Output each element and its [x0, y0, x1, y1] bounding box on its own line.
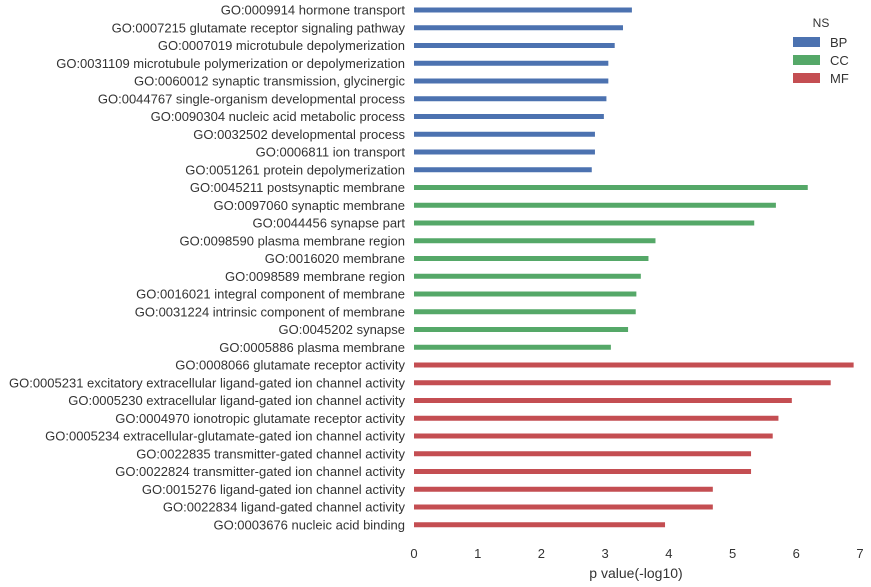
category-label: GO:0005230 extracellular ligand-gated io…	[68, 393, 405, 408]
category-label: GO:0005234 extracellular-glutamate-gated…	[45, 429, 405, 444]
bar-cc-12	[414, 220, 755, 226]
x-tick-label: 4	[665, 546, 672, 561]
x-tick-label: 6	[793, 546, 800, 561]
category-label: GO:0015276 ligand-gated ion channel acti…	[142, 482, 406, 497]
bar-mf-29	[414, 522, 666, 528]
category-label: GO:0016020 membrane	[265, 251, 405, 266]
category-label: GO:0097060 synaptic membrane	[214, 198, 406, 213]
bar-bp-7	[414, 131, 595, 137]
category-label: GO:0031109 microtubule polymerization or…	[56, 56, 405, 71]
bar-cc-10	[414, 185, 808, 190]
bar-bp-3	[414, 60, 609, 66]
x-axis-title: p value(-log10)	[589, 565, 682, 581]
x-tick-label: 2	[538, 546, 545, 561]
bar-mf-27	[414, 486, 713, 492]
bar-bp-8	[414, 149, 595, 155]
category-label: GO:0098589 membrane region	[225, 269, 405, 284]
bar-cc-15	[414, 273, 641, 279]
category-label: GO:0044767 single-organism developmental…	[98, 91, 406, 106]
bar-bp-6	[414, 114, 604, 119]
bars-group	[414, 7, 854, 528]
bar-mf-24	[414, 433, 773, 439]
x-axis-ticks-group: 0 1 2 3 4 5 6 7	[410, 546, 863, 561]
category-labels-group: GO:0009914 hormone transport GO:0007215 g…	[9, 3, 406, 533]
bar-cc-17	[414, 309, 636, 315]
bar-mf-22	[414, 398, 792, 403]
category-label: GO:0090304 nucleic acid metabolic proces…	[151, 109, 406, 124]
bar-bp-5	[414, 96, 607, 102]
category-label: GO:0098590 plasma membrane region	[180, 233, 405, 248]
legend-label-bp: BP	[830, 35, 847, 50]
category-label: GO:0009914 hormone transport	[221, 3, 406, 18]
legend-title: NS	[813, 16, 830, 30]
legend: NS BP CC MF	[793, 16, 849, 86]
bar-mf-28	[414, 504, 713, 510]
bar-cc-11	[414, 202, 776, 208]
category-label: GO:0007215 glutamate receptor signaling …	[112, 20, 406, 35]
category-label: GO:0003676 nucleic acid binding	[213, 517, 405, 532]
legend-swatch-bp	[793, 37, 820, 47]
category-label: GO:0006811 ion transport	[256, 145, 406, 160]
category-label: GO:0004970 ionotropic glutamate receptor…	[115, 411, 405, 426]
bar-bp-0	[414, 7, 632, 13]
bar-cc-16	[414, 291, 637, 297]
bar-cc-19	[414, 344, 611, 350]
category-label: GO:0008066 glutamate receptor activity	[175, 358, 405, 373]
x-tick-label: 0	[410, 546, 417, 561]
category-label: GO:0045202 synapse	[279, 322, 405, 337]
category-label: GO:0016021 integral component of membran…	[136, 287, 405, 302]
bar-mf-21	[414, 380, 831, 386]
category-label: GO:0051261 protein depolymerization	[185, 162, 405, 177]
bar-bp-1	[414, 25, 623, 31]
category-label: GO:0060012 synaptic transmission, glycin…	[134, 74, 405, 89]
category-label: GO:0005231 excitatory extracellular liga…	[9, 375, 406, 390]
bar-bp-9	[414, 167, 592, 173]
bar-cc-14	[414, 256, 649, 261]
x-tick-label: 7	[856, 546, 863, 561]
legend-swatch-mf	[793, 73, 820, 83]
category-label: GO:0031224 intrinsic component of membra…	[135, 304, 405, 319]
bar-mf-25	[414, 451, 752, 457]
category-label: GO:0044456 synapse part	[253, 216, 406, 231]
category-label: GO:0005886 plasma membrane	[219, 340, 405, 355]
category-label: GO:0022824 transmitter-gated ion channel…	[115, 464, 405, 479]
x-tick-label: 1	[474, 546, 481, 561]
category-label: GO:0045211 postsynaptic membrane	[190, 180, 405, 195]
category-label: GO:0007019 microtubule depolymerization	[158, 38, 405, 53]
x-tick-label: 3	[602, 546, 609, 561]
category-label: GO:0022834 ligand-gated channel activity	[163, 500, 406, 515]
category-label: GO:0022835 transmitter-gated channel act…	[136, 446, 405, 461]
legend-label-mf: MF	[830, 71, 849, 86]
bar-mf-26	[414, 469, 752, 474]
bar-bp-2	[414, 43, 615, 48]
bar-cc-18	[414, 327, 629, 332]
bar-cc-13	[414, 238, 656, 244]
bar-mf-20	[414, 362, 854, 368]
bar-bp-4	[414, 78, 609, 84]
legend-entries: BP CC MF	[793, 35, 849, 86]
x-tick-label: 5	[729, 546, 736, 561]
legend-swatch-cc	[793, 55, 820, 65]
bar-mf-23	[414, 415, 779, 421]
category-label: GO:0032502 developmental process	[193, 127, 405, 142]
legend-label-cc: CC	[830, 53, 849, 68]
